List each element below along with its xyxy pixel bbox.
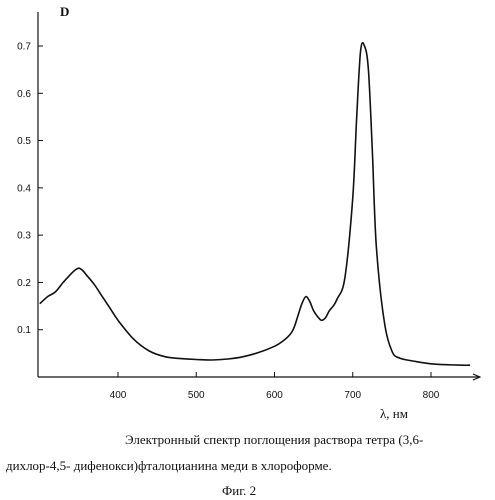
y-tick-label: 0.5 — [17, 136, 31, 147]
x-tick-label: 800 — [423, 390, 440, 401]
spectrum-chart: 0.1 0.2 0.3 0.4 0.5 0.6 0.7 400 500 600 700 800 D λ… — [0, 0, 495, 430]
x-tick-label: 500 — [188, 390, 205, 401]
y-tick-label: 0.7 — [17, 42, 31, 53]
y-tick-label: 0.3 — [17, 231, 31, 242]
x-tick-label: 600 — [266, 390, 283, 401]
y-tick-label: 0.6 — [17, 89, 31, 100]
caption-line-1: Электронный спектр поглощения раствора т… — [125, 432, 423, 448]
x-tick-label: 700 — [344, 390, 361, 401]
absorption-curve — [40, 43, 470, 366]
x-tick-label: 400 — [110, 390, 127, 401]
chart-axes — [38, 12, 480, 380]
y-tick-label: 0.2 — [17, 278, 31, 289]
chart-ticks: 0.1 0.2 0.3 0.4 0.5 0.6 0.7 400 500 600 700 800 — [17, 42, 440, 402]
x-axis-label: λ, нм — [380, 406, 408, 421]
y-tick-label: 0.4 — [17, 183, 31, 194]
figure-label: Фиг. 2 — [222, 483, 256, 499]
y-axis-label: D — [60, 4, 69, 19]
y-tick-label: 0.1 — [17, 325, 31, 336]
caption-line-2: дихлор-4,5- дифенокси)фталоцианина меди … — [6, 458, 332, 474]
chart-series — [40, 43, 470, 366]
